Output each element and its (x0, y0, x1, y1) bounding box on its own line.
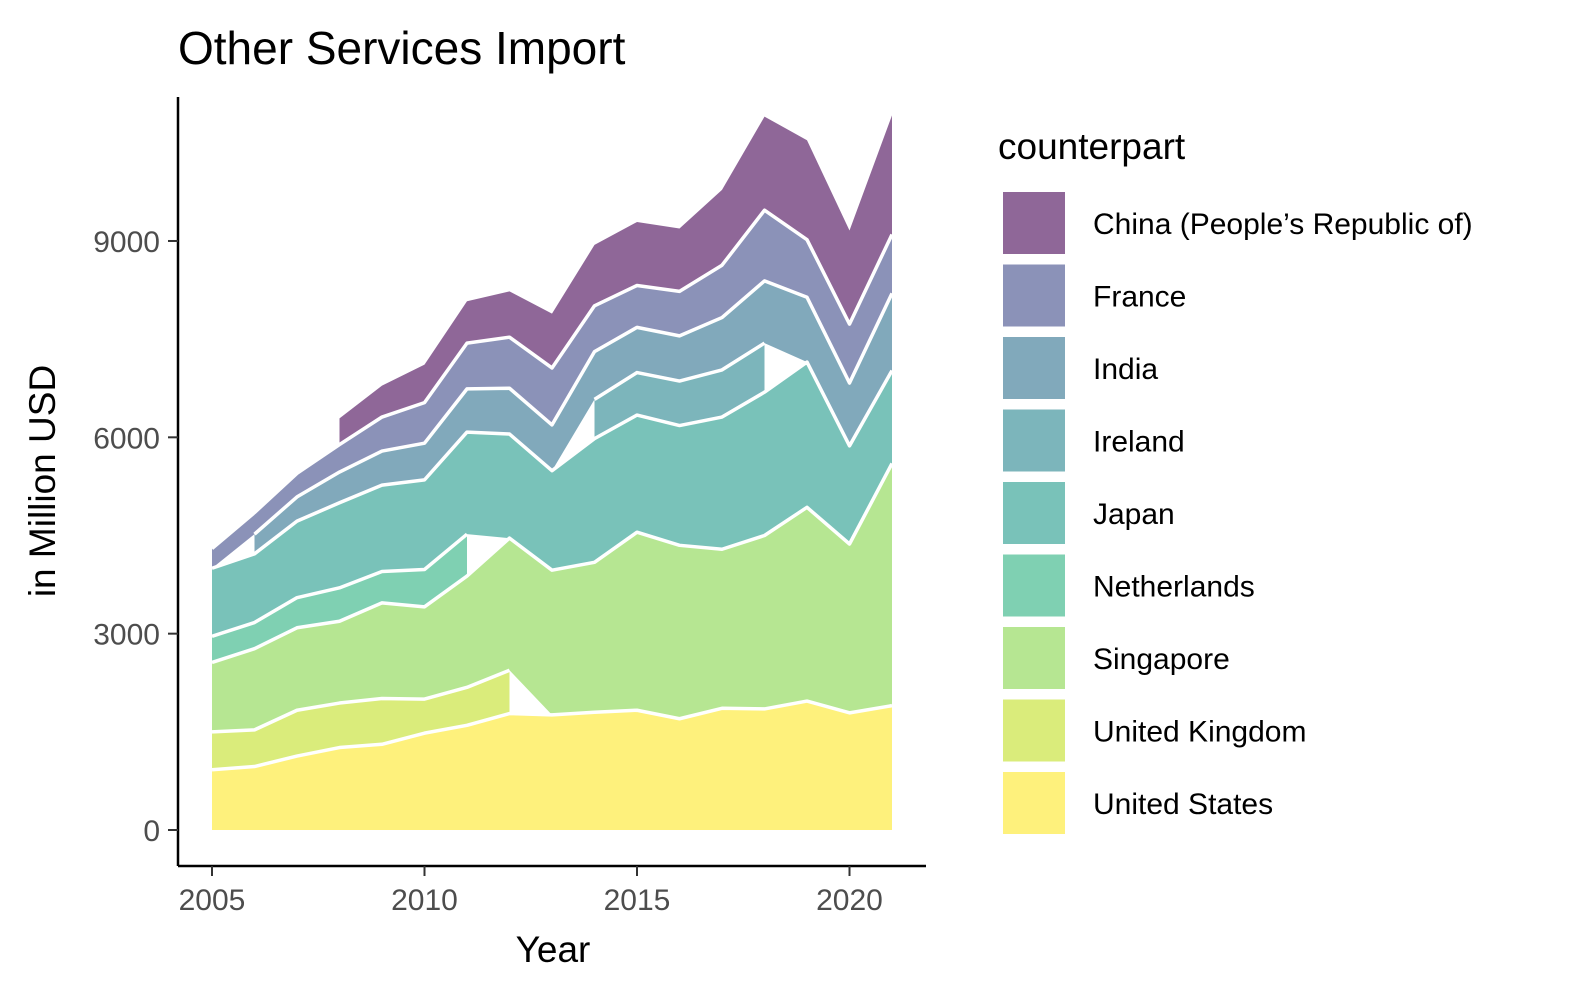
y-tick-label: 9000 (93, 226, 160, 259)
legend-swatch-india (1003, 337, 1065, 399)
x-tick-label: 2005 (179, 884, 246, 917)
y-axis-ticks: 0 3000 6000 9000 (93, 226, 178, 848)
legend-title: counterpart (998, 126, 1186, 167)
legend-label-ireland: Ireland (1093, 426, 1185, 459)
legend-swatch-ireland (1003, 409, 1065, 472)
legend-swatch-united-kingdom (1003, 699, 1065, 762)
x-tick-label: 2015 (604, 884, 671, 917)
area-boundaries (210, 208, 894, 772)
legend-swatch-china-people-s-republic-of (1003, 192, 1065, 254)
legend-label-singapore: Singapore (1093, 643, 1230, 676)
boundary-india (253, 279, 894, 536)
x-tick-label: 2020 (816, 884, 883, 917)
legend-label-united-states: United States (1093, 788, 1273, 821)
legend-swatch-singapore (1003, 627, 1065, 689)
boundary-united-states (211, 699, 893, 772)
legend-label-china-people-s-republic-of: China (People’s Republic of) (1093, 208, 1473, 241)
area-india (254, 280, 892, 554)
y-axis-label: in Million USD (22, 365, 63, 597)
legend-swatch-united-states (1003, 772, 1065, 834)
area-france (212, 210, 892, 569)
boundary-netherlands (211, 532, 469, 638)
x-tick-label: 2010 (391, 884, 458, 917)
boundary-japan (211, 360, 894, 570)
y-tick-label: 0 (143, 815, 160, 848)
legend-label-united-kingdom: United Kingdom (1093, 716, 1306, 749)
area-united-kingdom (212, 670, 510, 770)
x-axis-label: Year (516, 929, 591, 970)
stacked-areas (212, 115, 892, 830)
area-japan (212, 362, 892, 637)
area-singapore (212, 463, 892, 732)
boundary-united-kingdom (211, 668, 511, 734)
y-tick-label: 6000 (93, 422, 160, 455)
legend-swatch-france (1003, 264, 1065, 327)
x-axis-ticks: 2005 2010 2015 2020 (179, 866, 883, 917)
area-united-states (212, 701, 892, 830)
boundary-singapore (211, 462, 894, 665)
chart-title: Other Services Import (178, 22, 626, 74)
legend-swatch-netherlands (1003, 554, 1065, 617)
legend-swatch-japan (1003, 482, 1065, 544)
area-netherlands (212, 534, 467, 663)
legend-label-netherlands: Netherlands (1093, 571, 1255, 604)
area-china-people-s-republic-of (339, 115, 892, 445)
y-tick-label: 3000 (93, 619, 160, 652)
legend-label-japan: Japan (1093, 498, 1175, 531)
legend-label-france: France (1093, 281, 1186, 314)
boundary-ireland (593, 341, 766, 401)
boundary-france (210, 208, 894, 550)
legend-label-india: India (1093, 353, 1158, 386)
legend: China (People’s Republic of) France India I… (1003, 192, 1473, 834)
